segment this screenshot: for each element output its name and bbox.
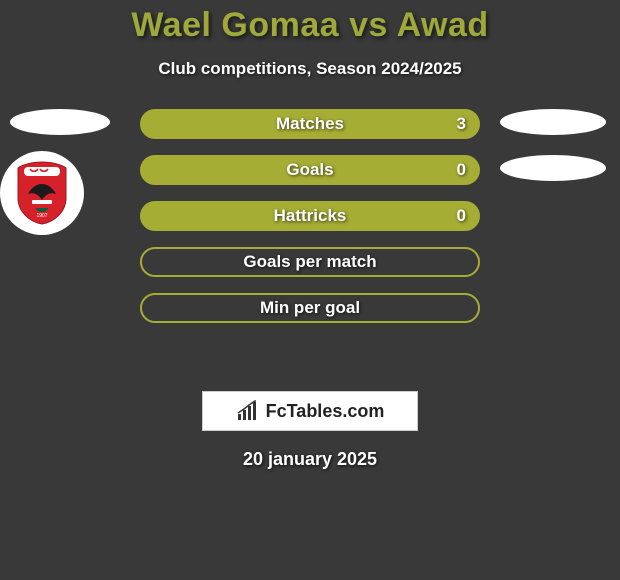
stat-label: Goals bbox=[286, 160, 333, 180]
brand-box[interactable]: FcTables.com bbox=[202, 391, 418, 431]
stat-bar: Goals 0 bbox=[140, 155, 480, 185]
svg-text:1907: 1907 bbox=[36, 213, 47, 219]
stat-right-value: 0 bbox=[457, 160, 466, 180]
stat-bar: Goals per match bbox=[140, 247, 480, 277]
right-player-column bbox=[500, 109, 610, 201]
stat-right-value: 3 bbox=[457, 114, 466, 134]
bar-chart-icon bbox=[236, 400, 262, 422]
subtitle: Club competitions, Season 2024/2025 bbox=[0, 59, 620, 79]
stat-label: Min per goal bbox=[260, 298, 360, 318]
left-player-column: 1907 bbox=[10, 109, 110, 235]
stat-label: Matches bbox=[276, 114, 344, 134]
brand-text: FcTables.com bbox=[266, 401, 385, 422]
date-text: 20 january 2025 bbox=[0, 449, 620, 470]
club-badge: 1907 bbox=[0, 151, 84, 235]
comparison-area: 1907 Matches 3 Goals 0 Hattricks 0 Goals per m… bbox=[0, 109, 620, 369]
stat-label: Goals per match bbox=[243, 252, 376, 272]
stat-right-value: 0 bbox=[457, 206, 466, 226]
stat-label: Hattricks bbox=[274, 206, 347, 226]
page-title: Wael Gomaa vs Awad bbox=[0, 6, 620, 45]
stat-bar: Min per goal bbox=[140, 293, 480, 323]
stat-bar: Hattricks 0 bbox=[140, 201, 480, 231]
player-photo-placeholder bbox=[10, 109, 110, 135]
club-badge-placeholder bbox=[500, 155, 606, 181]
comparison-infographic: Wael Gomaa vs Awad Club competitions, Se… bbox=[0, 0, 620, 470]
player-photo-placeholder bbox=[500, 109, 606, 135]
al-ahly-crest-icon: 1907 bbox=[12, 160, 72, 226]
stat-bar: Matches 3 bbox=[140, 109, 480, 139]
stat-bars: Matches 3 Goals 0 Hattricks 0 Goals per match M… bbox=[140, 109, 480, 323]
